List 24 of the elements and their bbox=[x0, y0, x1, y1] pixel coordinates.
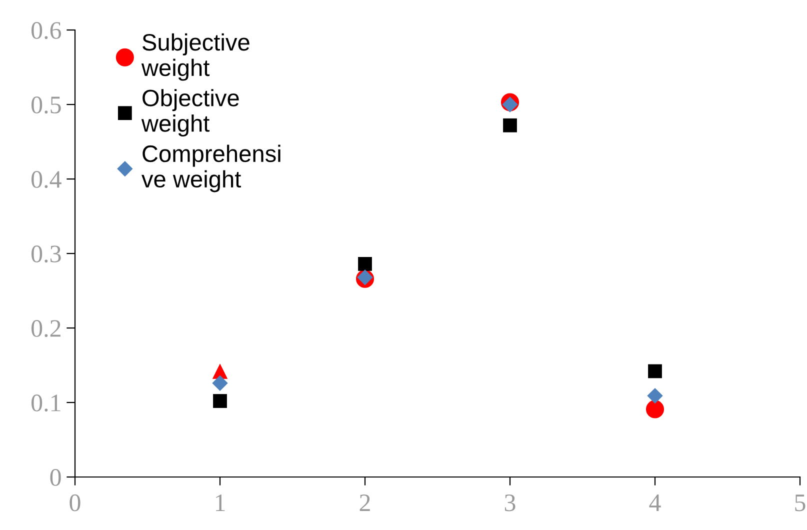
y-tick-label: 0 bbox=[50, 469, 61, 486]
point bbox=[647, 388, 663, 404]
x-tick-label: 3 bbox=[504, 494, 516, 512]
y-tick-label: 0.3 bbox=[32, 246, 61, 263]
x-tick-label: 1 bbox=[216, 494, 225, 512]
x-tick-label: 2 bbox=[360, 494, 370, 512]
legend-label: Subjective weight bbox=[141, 33, 250, 81]
x-tick-label: 5 bbox=[795, 494, 806, 512]
point bbox=[503, 118, 517, 132]
y-tick-label: 0.5 bbox=[32, 96, 61, 114]
point bbox=[213, 394, 227, 408]
x-tick-label: 0 bbox=[70, 494, 80, 512]
legend-label: Comprehensi ve weight bbox=[142, 144, 280, 192]
y-tick-label: 0.6 bbox=[32, 22, 62, 40]
point bbox=[212, 375, 228, 391]
y-tick-label: 0.2 bbox=[32, 320, 60, 338]
y-tick-label: 0.4 bbox=[32, 171, 62, 188]
point bbox=[646, 400, 664, 418]
legend-label: Objective weight bbox=[141, 89, 239, 137]
point bbox=[648, 364, 662, 378]
point bbox=[358, 256, 372, 271]
point bbox=[502, 96, 518, 112]
x-tick-label: 4 bbox=[649, 494, 661, 512]
y-tick-label: 0.1 bbox=[32, 394, 60, 412]
